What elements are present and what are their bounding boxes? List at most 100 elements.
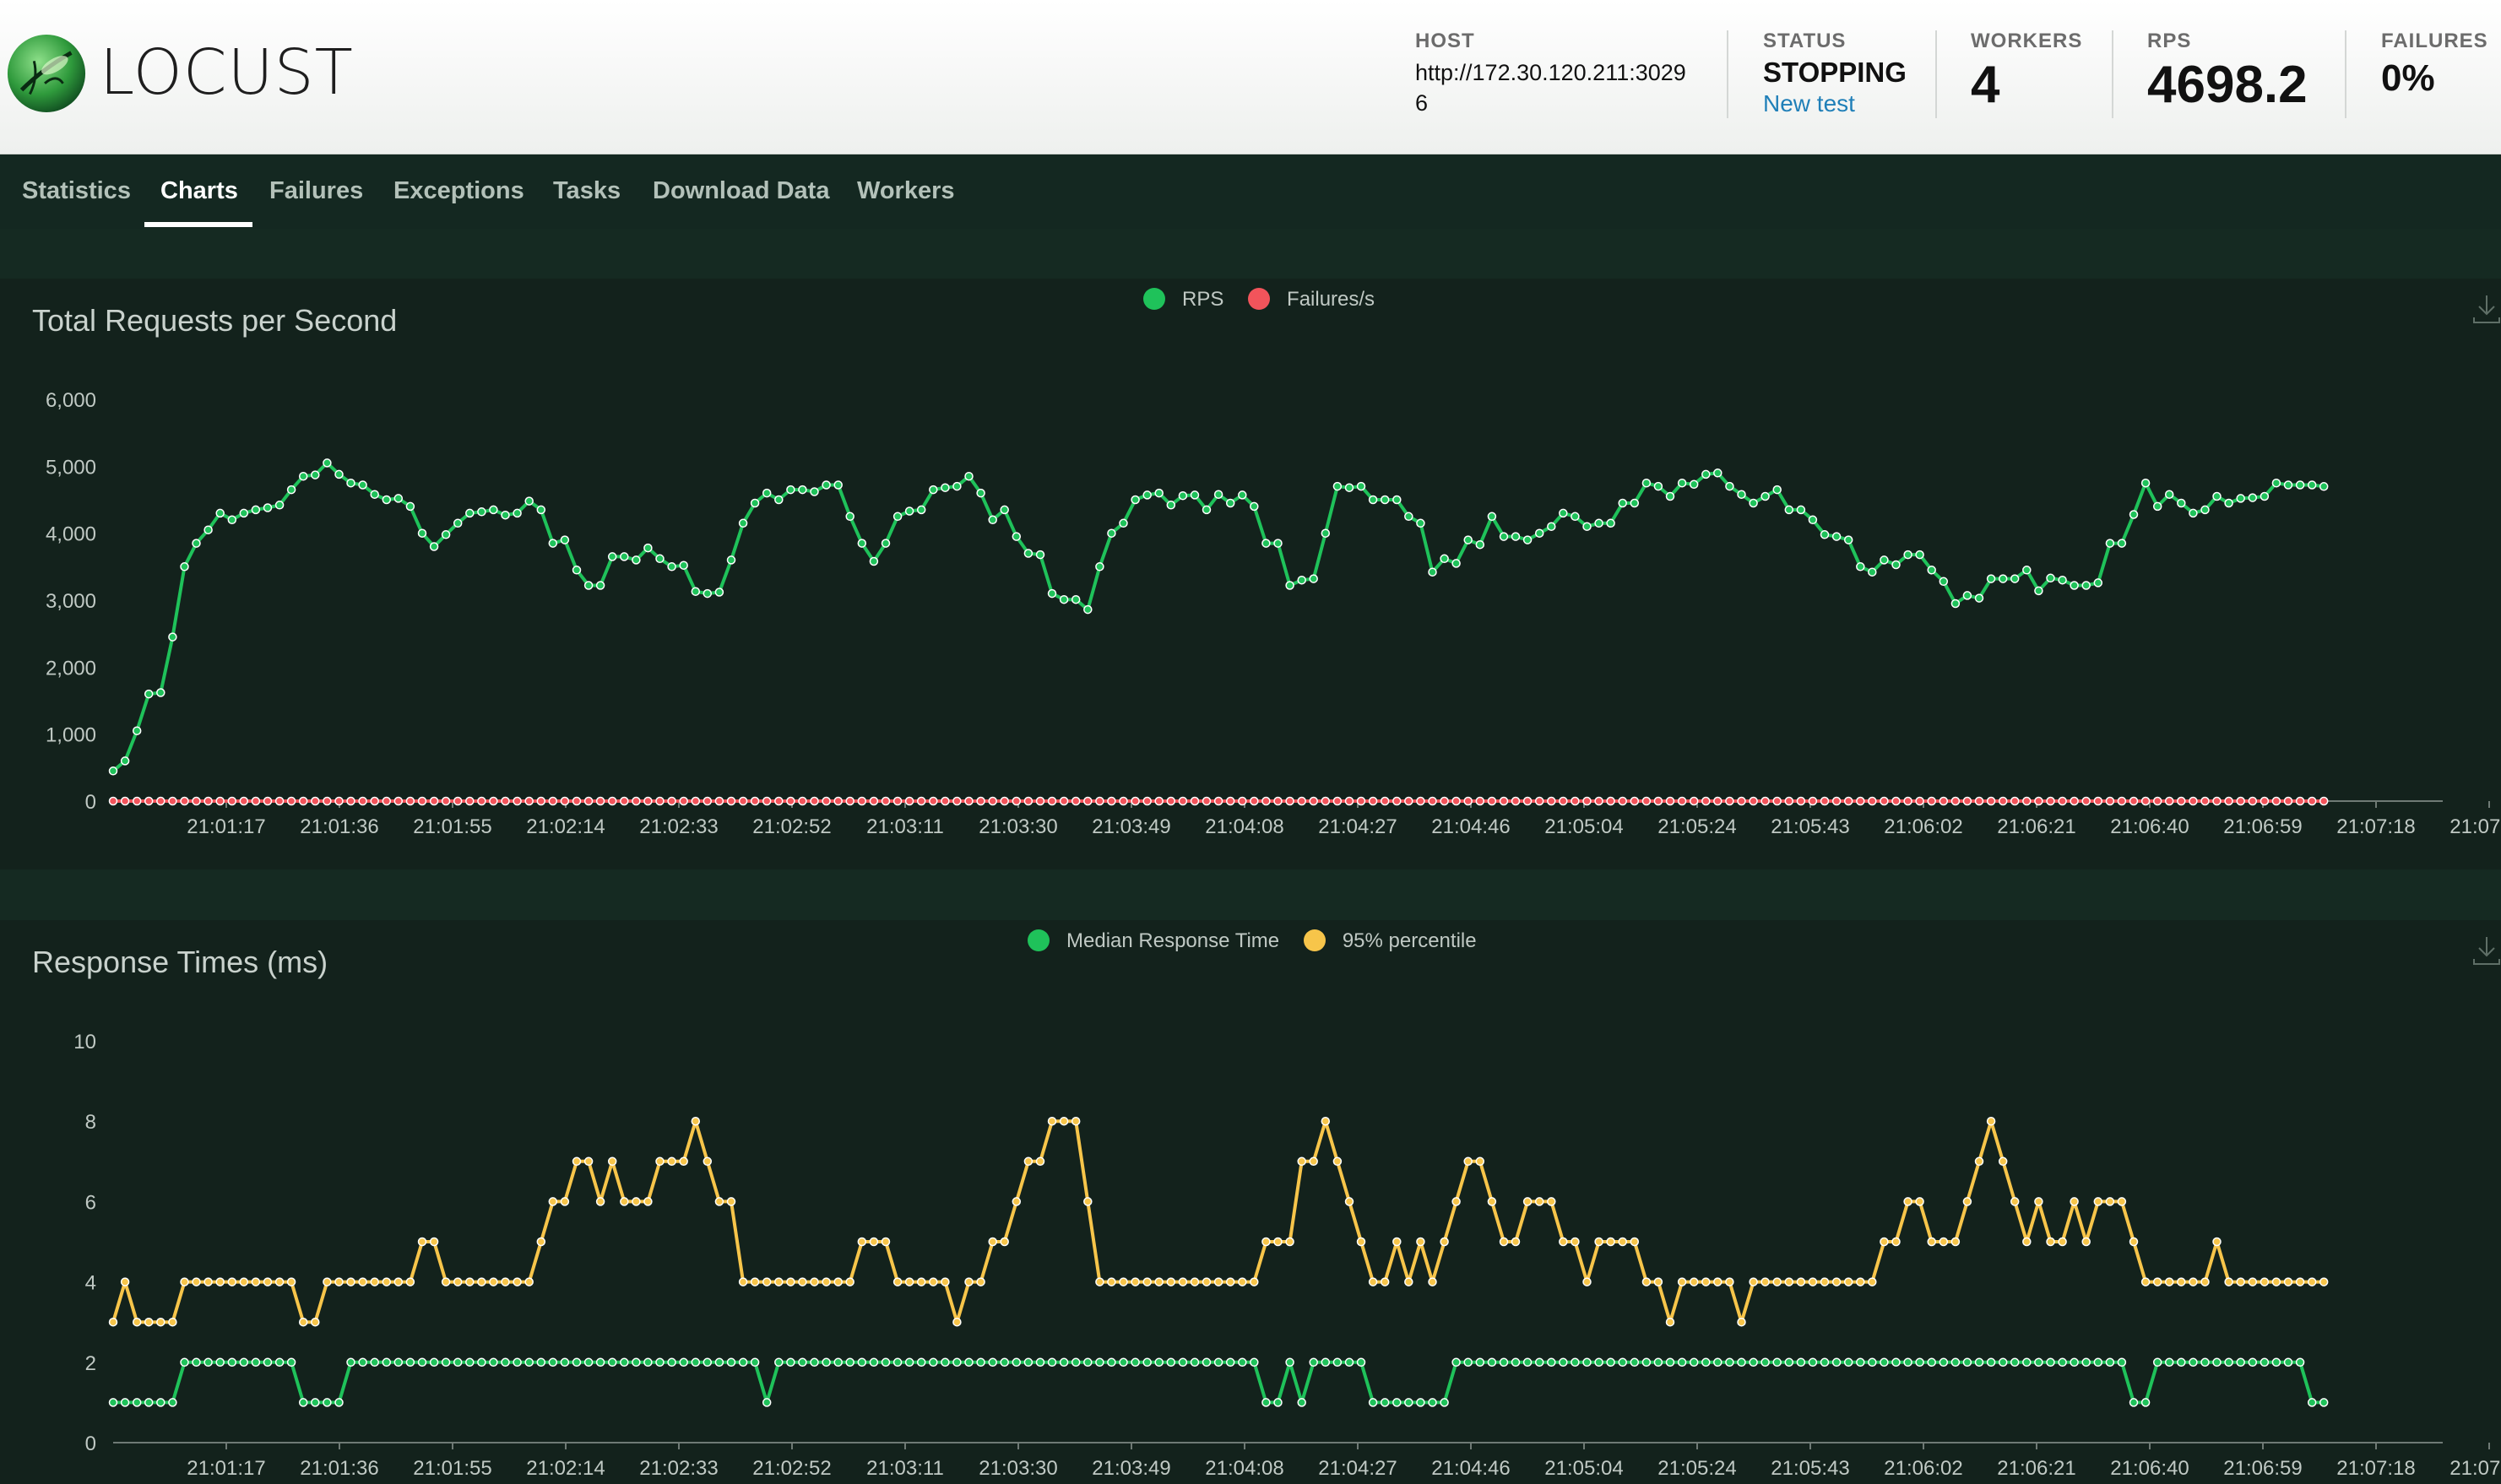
- data-point[interactable]: [156, 1317, 165, 1327]
- data-point[interactable]: [1725, 796, 1734, 806]
- data-point[interactable]: [1950, 598, 1961, 609]
- data-point[interactable]: [2022, 1237, 2032, 1247]
- data-point[interactable]: [916, 1277, 926, 1286]
- data-point[interactable]: [1273, 539, 1283, 548]
- data-point[interactable]: [941, 1357, 950, 1368]
- tab-statistics[interactable]: Statistics: [22, 177, 131, 204]
- data-point[interactable]: [1725, 1277, 1734, 1286]
- data-point[interactable]: [2307, 1277, 2317, 1286]
- data-point[interactable]: [833, 796, 843, 806]
- data-point[interactable]: [1440, 554, 1449, 564]
- tab-workers[interactable]: Workers: [857, 177, 955, 204]
- data-point[interactable]: [1618, 498, 1627, 508]
- data-point[interactable]: [156, 796, 165, 806]
- data-point[interactable]: [1332, 796, 1343, 806]
- data-point[interactable]: [2212, 796, 2222, 806]
- data-point[interactable]: [916, 796, 926, 806]
- data-point[interactable]: [1737, 1317, 1746, 1327]
- data-point[interactable]: [1166, 501, 1176, 510]
- data-point[interactable]: [964, 796, 974, 806]
- data-point[interactable]: [1534, 796, 1544, 806]
- data-point[interactable]: [108, 1398, 118, 1407]
- data-point[interactable]: [1440, 1398, 1449, 1407]
- tab-download-data[interactable]: Download Data: [653, 177, 830, 204]
- data-point[interactable]: [1059, 1357, 1069, 1368]
- data-point[interactable]: [976, 1357, 985, 1368]
- data-point[interactable]: [1880, 796, 1889, 806]
- data-point[interactable]: [904, 1277, 914, 1286]
- data-point[interactable]: [2034, 1357, 2043, 1368]
- data-point[interactable]: [263, 1277, 273, 1286]
- legend-item-p95[interactable]: 95% percentile: [1303, 929, 1477, 954]
- data-point[interactable]: [845, 1357, 854, 1368]
- data-point[interactable]: [548, 1197, 558, 1206]
- data-point[interactable]: [274, 1277, 285, 1286]
- data-point[interactable]: [881, 1357, 891, 1368]
- data-point[interactable]: [1950, 1237, 1961, 1247]
- data-point[interactable]: [822, 1277, 831, 1286]
- data-point[interactable]: [1891, 796, 1901, 806]
- data-point[interactable]: [1903, 1197, 1912, 1206]
- data-point[interactable]: [786, 1277, 795, 1286]
- data-point[interactable]: [489, 1357, 498, 1368]
- data-point[interactable]: [1119, 518, 1128, 528]
- data-point[interactable]: [2271, 796, 2281, 806]
- data-point[interactable]: [1511, 796, 1521, 806]
- data-point[interactable]: [929, 485, 938, 495]
- data-point[interactable]: [1630, 498, 1640, 508]
- data-point[interactable]: [976, 488, 985, 498]
- data-point[interactable]: [774, 1277, 784, 1286]
- data-point[interactable]: [822, 1357, 831, 1368]
- data-point[interactable]: [1440, 1237, 1449, 1247]
- data-point[interactable]: [1297, 1398, 1306, 1407]
- data-point[interactable]: [501, 1357, 510, 1368]
- data-point[interactable]: [1665, 1357, 1675, 1368]
- data-point[interactable]: [108, 796, 118, 806]
- data-point[interactable]: [180, 562, 189, 571]
- data-point[interactable]: [822, 796, 831, 806]
- data-point[interactable]: [144, 796, 154, 806]
- data-point[interactable]: [513, 508, 522, 518]
- data-point[interactable]: [1760, 491, 1770, 501]
- data-point[interactable]: [1166, 1357, 1176, 1368]
- data-point[interactable]: [1522, 535, 1533, 544]
- data-point[interactable]: [1831, 1277, 1842, 1286]
- data-point[interactable]: [144, 1398, 154, 1407]
- data-point[interactable]: [180, 1357, 189, 1368]
- data-point[interactable]: [513, 1277, 522, 1286]
- data-point[interactable]: [1380, 1277, 1390, 1286]
- data-point[interactable]: [1463, 1156, 1473, 1167]
- data-point[interactable]: [513, 1357, 522, 1368]
- data-point[interactable]: [144, 1317, 154, 1327]
- data-point[interactable]: [1107, 796, 1116, 806]
- data-point[interactable]: [2046, 573, 2055, 583]
- data-point[interactable]: [298, 1398, 308, 1407]
- data-point[interactable]: [833, 480, 843, 490]
- data-point[interactable]: [1499, 532, 1509, 541]
- data-point[interactable]: [1131, 495, 1140, 505]
- data-point[interactable]: [1749, 498, 1758, 508]
- data-point[interactable]: [1154, 1277, 1164, 1286]
- data-point[interactable]: [1986, 574, 1996, 583]
- data-point[interactable]: [524, 1357, 534, 1368]
- data-point[interactable]: [2189, 1357, 2198, 1368]
- data-point[interactable]: [168, 796, 177, 806]
- data-point[interactable]: [2212, 1357, 2222, 1368]
- data-point[interactable]: [501, 796, 510, 806]
- data-point[interactable]: [298, 796, 308, 806]
- data-point[interactable]: [1534, 1197, 1544, 1206]
- data-point[interactable]: [1880, 555, 1889, 565]
- data-point[interactable]: [1012, 796, 1022, 806]
- data-point[interactable]: [2117, 1357, 2127, 1368]
- data-point[interactable]: [2081, 581, 2091, 590]
- data-point[interactable]: [239, 508, 249, 518]
- data-point[interactable]: [595, 796, 605, 806]
- data-point[interactable]: [1023, 1357, 1033, 1368]
- tab-exceptions[interactable]: Exceptions: [393, 177, 524, 204]
- data-point[interactable]: [1451, 559, 1461, 568]
- data-point[interactable]: [465, 1357, 475, 1368]
- data-point[interactable]: [1772, 485, 1782, 495]
- data-point[interactable]: [1428, 1398, 1437, 1407]
- data-point[interactable]: [2200, 1277, 2210, 1286]
- legend-item-median[interactable]: Median Response Time: [1028, 929, 1279, 954]
